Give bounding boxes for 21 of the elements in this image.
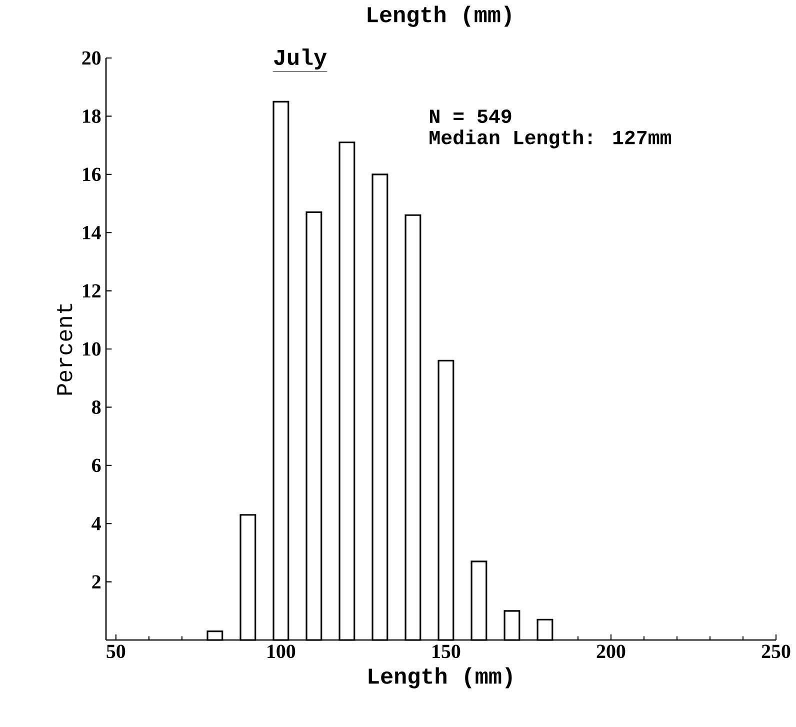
x-tick-label: 100 — [268, 644, 296, 658]
x-tick-label: 200 — [596, 644, 626, 658]
x-axis-title: Length (mm) — [368, 667, 512, 688]
y-tick-label: 10 — [82, 342, 101, 356]
y-tick-label: 14 — [82, 226, 101, 240]
y-tick-label: 20 — [82, 51, 101, 65]
annotation: N = 549 — [430, 110, 512, 124]
annotation: Median Length: 127mm — [430, 130, 672, 148]
x-tick-label: 50 — [106, 644, 126, 658]
y-tick-label: 2 — [92, 575, 100, 588]
y-tick-label: 8 — [92, 400, 101, 414]
x-tick-label: 150 — [432, 644, 460, 658]
y-tick-label: 6 — [92, 458, 101, 472]
y-tick-label: 18 — [82, 109, 101, 123]
chart-title: Length (mm) — [368, 6, 511, 27]
chart-subtitle: July — [274, 48, 327, 70]
y-tick-label: 4 — [92, 517, 101, 530]
y-axis-title: Percent — [57, 304, 72, 395]
y-tick-label: 12 — [82, 284, 100, 298]
y-tick-label: 16 — [82, 168, 101, 182]
x-tick-label: 250 — [762, 644, 790, 658]
